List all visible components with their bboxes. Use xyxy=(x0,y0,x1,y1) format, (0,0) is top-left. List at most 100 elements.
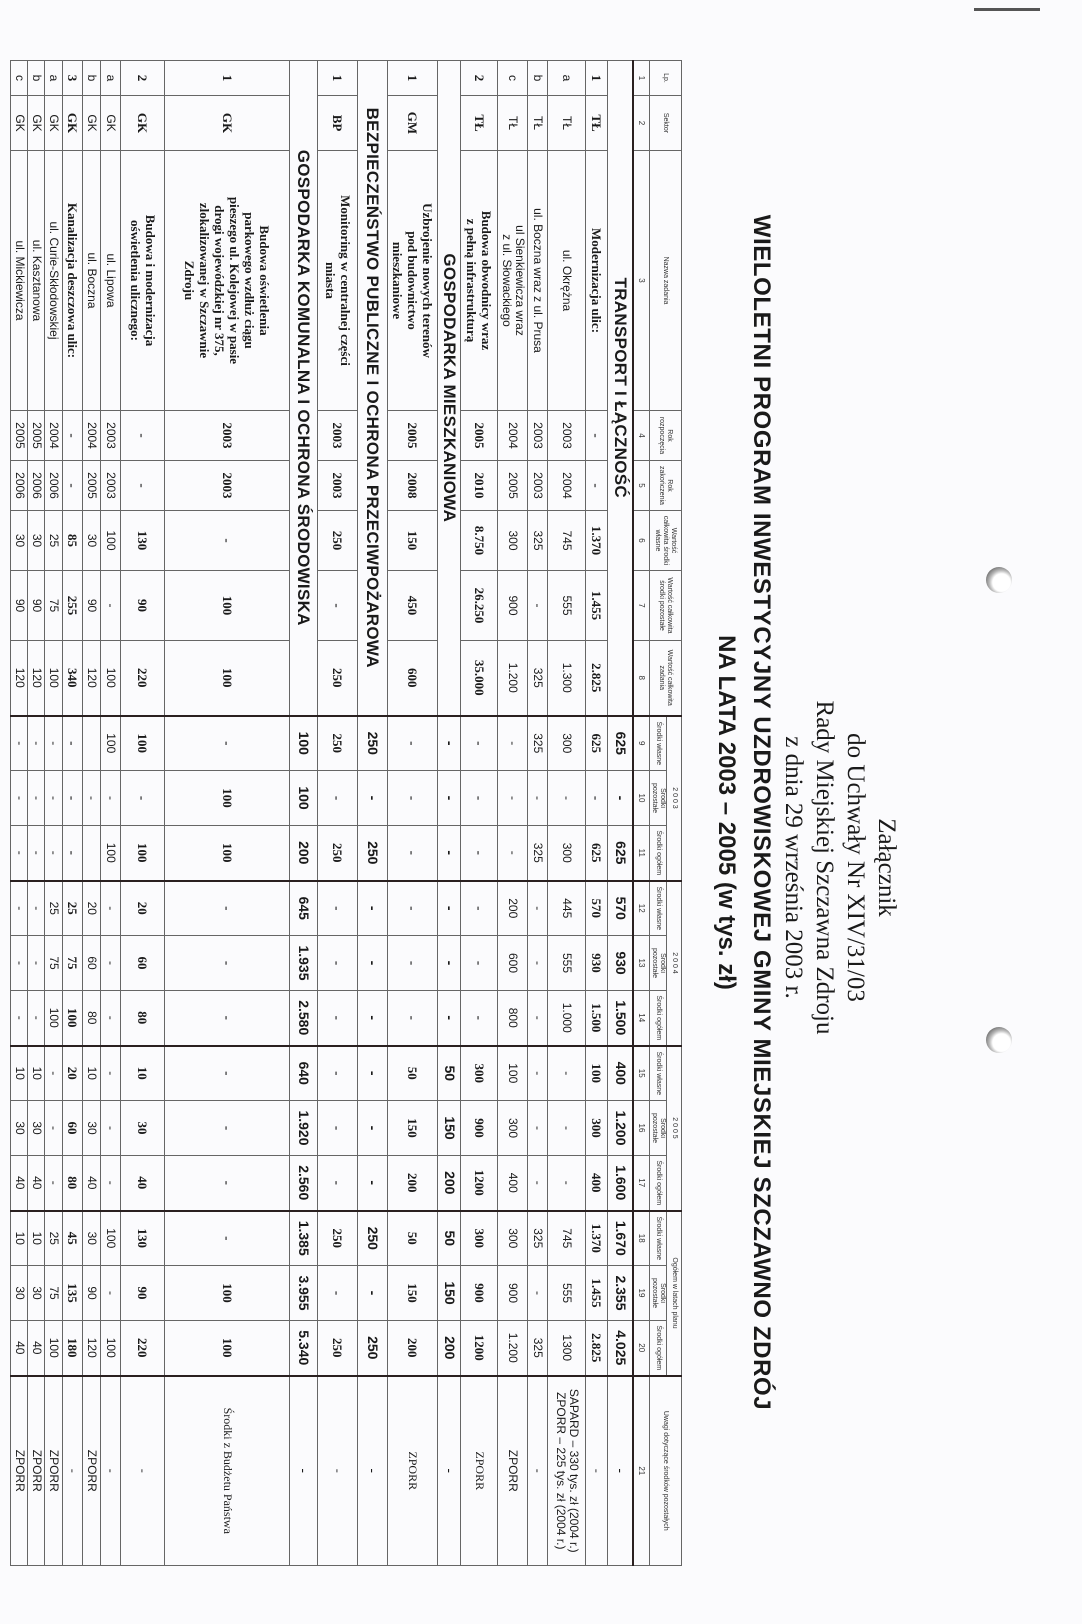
start-year: 2005 xyxy=(461,410,498,461)
amount-cell: 5.340 xyxy=(290,1320,318,1376)
amount-cell: 250 xyxy=(318,1210,358,1266)
start-year: - xyxy=(121,410,165,461)
amount-cell: 900 xyxy=(498,570,528,641)
lp-cell: b xyxy=(528,60,548,96)
amount-cell: 100 xyxy=(165,1265,290,1321)
amount-cell: - xyxy=(438,825,461,881)
table-row: 1 BP Monitoring w centralnej części miasta… xyxy=(318,60,358,1566)
amount-cell: 60 xyxy=(121,935,165,991)
column-number: 15 xyxy=(633,1045,650,1101)
amount-cell: 30 xyxy=(121,1100,165,1156)
column-number: 20 xyxy=(633,1320,650,1376)
amount-cell: 325 xyxy=(528,825,548,881)
sector-cell: GK xyxy=(63,95,83,151)
amount-cell: - xyxy=(498,825,528,881)
amount-cell: 250 xyxy=(358,1320,388,1376)
amount-cell: - xyxy=(165,715,290,771)
amount-cell: 1300 xyxy=(548,1320,586,1376)
lp-cell: 2 xyxy=(121,60,165,96)
amount-cell: - xyxy=(358,1045,388,1101)
amount-cell: 25 xyxy=(45,510,63,571)
column-number: 10 xyxy=(633,770,650,826)
amount-cell: 200 xyxy=(498,880,528,936)
amount-cell: 60 xyxy=(63,1100,83,1156)
amount-cell: 25 xyxy=(63,880,83,936)
lp-cell: c xyxy=(498,60,528,96)
amount-cell: - xyxy=(461,770,498,826)
amount-cell: 80 xyxy=(121,990,165,1046)
investment-table: Lp. Sektor Nazwa zadania Rok rozpoczęcia Rok… xyxy=(11,60,683,1566)
amount-cell: 100 xyxy=(165,640,290,716)
amount-cell: 625 xyxy=(586,825,608,881)
amount-cell: 900 xyxy=(461,1100,498,1156)
lp-cell: b xyxy=(83,60,101,96)
amount-cell: - xyxy=(318,770,358,826)
amount-cell: 325 xyxy=(528,510,548,571)
column-number: 7 xyxy=(633,570,650,641)
punch-hole-icon xyxy=(986,1027,1012,1053)
amount-cell: - xyxy=(45,1045,63,1101)
amount-cell: 1.385 xyxy=(290,1210,318,1266)
lp-cell: b xyxy=(28,60,45,96)
amount-cell: 300 xyxy=(586,1100,608,1156)
amount-cell: 3.955 xyxy=(290,1265,318,1321)
amount-cell: 8.750 xyxy=(461,510,498,571)
resolution-date: z dnia 29 września 2003 r. xyxy=(780,736,807,999)
amount-cell: 40 xyxy=(11,1155,28,1211)
amount-cell: 40 xyxy=(11,1320,28,1376)
lp-cell: 1 xyxy=(165,60,290,96)
table-row: 1 TŁ Modernizacja ulic: - -1.370 1.455 2.825 62… xyxy=(586,60,608,1566)
lp-cell: 2 xyxy=(461,60,498,96)
amount-cell: 300 xyxy=(548,825,586,881)
amount-cell: - xyxy=(586,770,608,826)
amount-cell: 450 xyxy=(388,570,438,641)
amount-cell: 2.580 xyxy=(290,990,318,1046)
amount-cell: - xyxy=(45,715,63,771)
amount-cell: 40 xyxy=(83,1155,101,1211)
amount-cell: 300 xyxy=(498,510,528,571)
amount-cell: - xyxy=(528,1155,548,1211)
amount-cell: 2.560 xyxy=(290,1155,318,1211)
amount-cell: 250 xyxy=(358,825,388,881)
amount-cell: - xyxy=(498,770,528,826)
amount-cell: 1.300 xyxy=(548,640,586,716)
amount-cell: 200 xyxy=(388,1155,438,1211)
amount-cell: - xyxy=(101,1100,121,1156)
remarks-cell: - xyxy=(290,1375,318,1566)
start-year: 2003 xyxy=(528,410,548,461)
col-rok-start-header: Rok rozpoczęcia xyxy=(649,410,682,461)
section-row: TRANSPORT I ŁĄCZNOŚĆ 625-625 570 930 1.500 40… xyxy=(608,60,633,1566)
amount-cell: - xyxy=(608,770,633,826)
amount-cell: 75 xyxy=(45,1265,63,1321)
amount-cell: - xyxy=(548,770,586,826)
start-year: - xyxy=(586,410,608,461)
column-number: 17 xyxy=(633,1155,650,1211)
amount-cell: - xyxy=(165,1210,290,1266)
amount-cell: - xyxy=(438,880,461,936)
column-number: 11 xyxy=(633,825,650,881)
task-name: Budowa obwodnicy wraz z pełną infrastruk… xyxy=(461,150,498,411)
funds-subheader: Środki pozostałe xyxy=(649,770,667,826)
amount-cell: 20 xyxy=(63,1045,83,1101)
sector-cell: GM xyxy=(388,95,438,151)
amount-cell: - xyxy=(165,935,290,991)
task-name: Budowa i modernizacja oświetlenia uliczn… xyxy=(121,150,165,411)
amount-cell: 75 xyxy=(63,935,83,991)
amount-cell: 10 xyxy=(11,1045,28,1101)
amount-cell: 2.355 xyxy=(608,1265,633,1321)
amount-cell: - xyxy=(101,1155,121,1211)
amount-cell: 400 xyxy=(498,1155,528,1211)
funds-subheader: Środki własne xyxy=(649,880,667,936)
amount-cell: 85 xyxy=(63,510,83,571)
amount-cell: 645 xyxy=(290,880,318,936)
amount-cell: - xyxy=(165,880,290,936)
lp-cell: 1 xyxy=(318,60,358,96)
amount-cell: 100 xyxy=(165,570,290,641)
amount-cell: 930 xyxy=(586,935,608,991)
sector-cell: TŁ xyxy=(548,95,586,151)
sector-cell: TŁ xyxy=(528,95,548,151)
col-value-total-header: Wartość całkowita zadania xyxy=(649,640,682,716)
amount-cell: - xyxy=(101,935,121,991)
amount-cell: 30 xyxy=(83,1210,101,1266)
